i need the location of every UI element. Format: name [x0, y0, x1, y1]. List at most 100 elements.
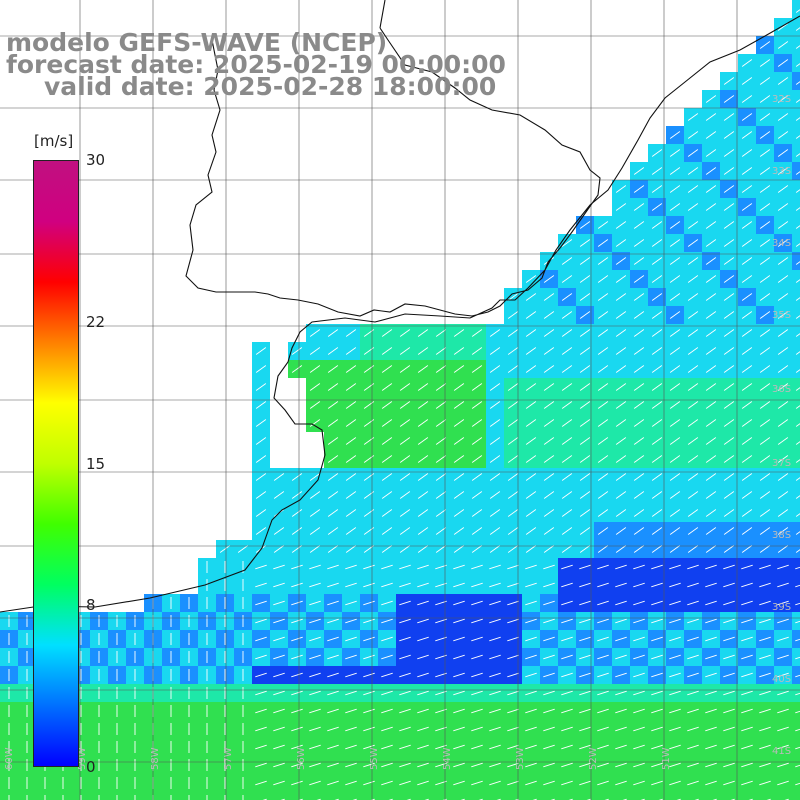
wind-arrow [345, 455, 357, 463]
wind-arrow [561, 491, 573, 499]
wind-cell [792, 612, 800, 630]
wind-arrow [309, 383, 321, 391]
wind-arrow [345, 437, 357, 445]
wind-arrow [435, 545, 447, 553]
wind-arrow [453, 690, 465, 696]
wind-arrow [723, 726, 735, 732]
wind-arrow [723, 780, 735, 786]
wind-arrow [795, 117, 800, 121]
wind-arrow [273, 491, 285, 499]
wind-arrow [435, 509, 447, 517]
wind-arrow [759, 564, 771, 570]
wind-arrow [741, 77, 753, 85]
wind-arrow [507, 708, 519, 714]
wind-arrow [291, 744, 303, 750]
wind-arrow [273, 618, 285, 624]
wind-arrow [417, 780, 429, 786]
wind-arrow [759, 77, 771, 85]
wind-arrow [291, 564, 303, 570]
wind-arrow [741, 744, 753, 750]
wind-arrow [507, 509, 519, 517]
wind-arrow [453, 509, 465, 517]
wind-arrow [507, 365, 519, 373]
wind-arrow [741, 131, 753, 139]
wind-arrow [489, 329, 501, 337]
wind-arrow [633, 257, 645, 265]
wind-arrow [399, 672, 411, 678]
wind-arrow [705, 455, 717, 463]
wind-arrow [705, 437, 717, 445]
wind-arrow [741, 437, 753, 445]
wind-arrow [399, 690, 411, 696]
wind-arrow [255, 780, 267, 786]
wind-arrow [795, 351, 800, 355]
wind-arrow [741, 239, 753, 247]
wind-arrow [525, 455, 537, 463]
wind-arrow [723, 636, 735, 642]
wind-arrow [687, 149, 699, 157]
wind-arrow [795, 171, 800, 175]
wind-arrow [507, 690, 519, 696]
wind-arrow [669, 293, 681, 301]
wind-arrow [597, 311, 609, 319]
wind-arrow [525, 762, 537, 768]
wind-arrow [651, 275, 663, 283]
wind-arrow [795, 620, 800, 624]
wind-arrow [453, 618, 465, 624]
wind-arrow [291, 618, 303, 624]
wind-arrow [741, 95, 753, 103]
wind-arrow [291, 365, 303, 373]
wind-arrow [273, 473, 285, 481]
wind-arrow [777, 221, 789, 229]
wind-arrow [525, 726, 537, 732]
wind-arrow [723, 239, 735, 247]
wind-arrow [543, 762, 555, 768]
wind-arrow [669, 491, 681, 499]
wind-arrow [597, 455, 609, 463]
wind-arrow [615, 221, 627, 229]
wind-arrow [759, 41, 771, 49]
longitude-label: 60W [4, 747, 15, 770]
wind-arrow [579, 293, 591, 301]
wind-arrow [291, 708, 303, 714]
wind-arrow [273, 672, 285, 678]
wind-arrow [579, 744, 591, 750]
wind-arrow [489, 437, 501, 445]
wind-arrow [345, 527, 357, 535]
wind-cell [594, 792, 612, 800]
wind-arrow [255, 672, 267, 678]
wind-arrow [795, 315, 800, 319]
wind-arrow [723, 401, 735, 409]
wind-arrow [561, 708, 573, 714]
wind-arrow [705, 636, 717, 642]
wind-cell [792, 198, 800, 216]
wind-arrow [705, 473, 717, 481]
wind-arrow [705, 509, 717, 517]
wind-arrow [705, 618, 717, 624]
wind-arrow [489, 473, 501, 481]
wind-arrow [795, 189, 800, 193]
wind-arrow [489, 690, 501, 696]
wind-arrow [777, 491, 789, 499]
wind-arrow [327, 437, 339, 445]
wind-arrow [507, 419, 519, 427]
wind-arrow [417, 636, 429, 642]
wind-arrow [489, 564, 501, 570]
wind-arrow [777, 383, 789, 391]
wind-arrow [255, 636, 267, 642]
wind-arrow [759, 690, 771, 696]
wind-arrow [759, 455, 771, 463]
wind-arrow [309, 654, 321, 660]
wind-arrow [579, 600, 591, 606]
wind-arrow [543, 582, 555, 588]
wind-arrow [471, 419, 483, 427]
wind-arrow [633, 437, 645, 445]
wind-arrow [273, 762, 285, 768]
wind-arrow [633, 167, 645, 175]
wind-arrow [633, 654, 645, 660]
wind-cell [252, 792, 270, 800]
wind-arrow [453, 564, 465, 570]
wind-arrow [507, 618, 519, 624]
wind-arrow [741, 545, 753, 553]
wind-arrow [579, 672, 591, 678]
